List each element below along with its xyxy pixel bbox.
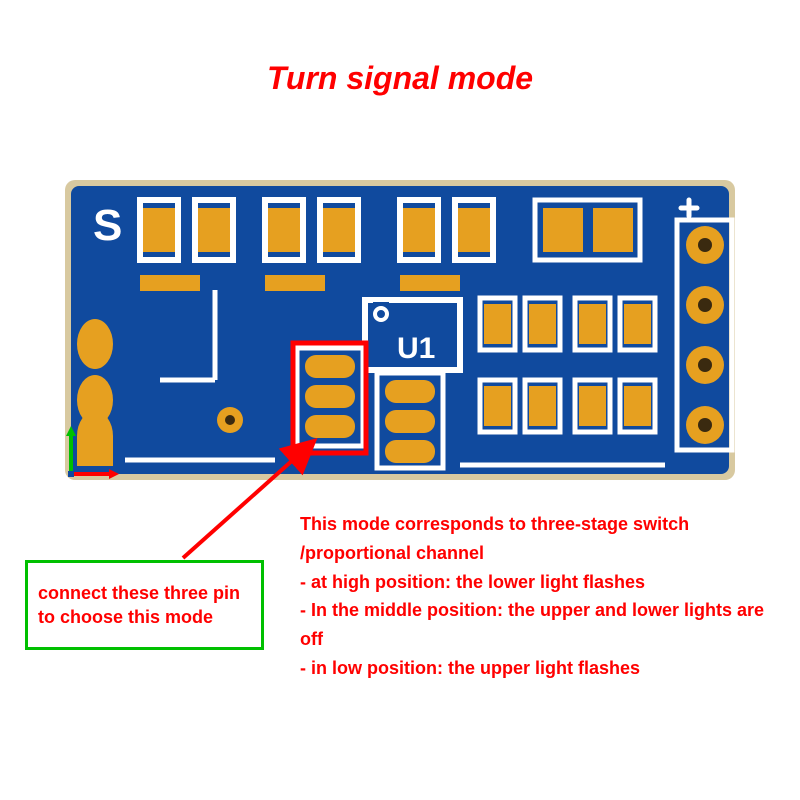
desc-line-3: - In the middle position: the upper and … xyxy=(300,596,770,654)
desc-line-1: /proportional channel xyxy=(300,539,770,568)
note-line-1: connect these three pin xyxy=(38,581,251,605)
mode-select-pads xyxy=(297,348,363,446)
jumper-pads-2 xyxy=(377,373,443,468)
silk-label-s: S xyxy=(93,201,122,250)
desc-line-4: - in low position: the upper light flash… xyxy=(300,654,770,683)
desc-line-2: - at high position: the lower light flas… xyxy=(300,568,770,597)
note-box: connect these three pin to choose this m… xyxy=(25,560,264,650)
silk-label-u1: U1 xyxy=(397,332,435,365)
pcb-svg: S U1 xyxy=(65,180,735,480)
note-line-2: to choose this mode xyxy=(38,605,251,629)
left-input-pads xyxy=(77,319,113,480)
description-block: This mode corresponds to three-stage swi… xyxy=(300,510,770,683)
pcb-diagram: S U1 xyxy=(65,180,735,480)
desc-line-0: This mode corresponds to three-stage swi… xyxy=(300,510,770,539)
top-trace-pads xyxy=(140,275,460,291)
page-title: Turn signal mode xyxy=(0,60,800,97)
